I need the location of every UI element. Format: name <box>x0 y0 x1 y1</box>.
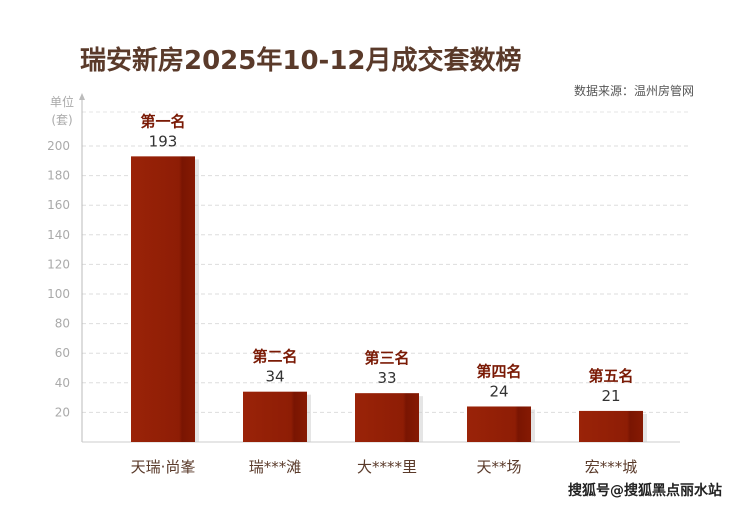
data-label: 24 <box>489 382 508 400</box>
y-tick-label: 120 <box>47 257 70 271</box>
rank-label: 第五名 <box>588 367 633 385</box>
y-tick-label: 160 <box>47 198 70 212</box>
y-tick-label: 20 <box>55 405 70 419</box>
y-tick-label: 200 <box>47 139 70 153</box>
data-label: 34 <box>265 368 284 386</box>
x-tick-label: 瑞***滩 <box>249 458 302 476</box>
data-label: 193 <box>149 132 178 150</box>
bar <box>467 406 531 442</box>
y-axis-unit: (套) <box>51 113 72 127</box>
bar <box>243 391 307 442</box>
y-axis-arrow-icon <box>79 93 85 100</box>
y-tick-label: 140 <box>47 228 70 242</box>
rank-label: 第三名 <box>364 349 409 367</box>
data-label: 21 <box>601 387 620 405</box>
watermark: 搜狐号@搜狐黑点丽水站 <box>568 483 722 499</box>
y-tick-label: 40 <box>55 376 70 390</box>
y-tick-label: 100 <box>47 287 70 301</box>
data-label: 33 <box>377 369 396 387</box>
y-tick-label: 80 <box>55 317 70 331</box>
chart-title: 瑞安新房2025年10-12月成交套数榜 <box>80 46 522 76</box>
bar <box>579 410 643 442</box>
x-tick-label: 天瑞·尚峯 <box>131 458 196 476</box>
y-axis-unit: 单位 <box>50 94 74 109</box>
data-source: 数据来源：温州房管网 <box>573 84 694 98</box>
rank-label: 第四名 <box>476 362 521 380</box>
x-tick-label: 大****里 <box>357 458 417 476</box>
rank-label: 第一名 <box>140 112 185 130</box>
bar <box>131 156 195 443</box>
x-tick-label: 宏***城 <box>585 458 638 476</box>
y-tick-label: 60 <box>55 346 70 360</box>
y-tick-label: 180 <box>47 169 70 183</box>
rank-label: 第二名 <box>252 348 297 366</box>
bar <box>355 393 419 442</box>
x-tick-label: 天**场 <box>476 458 521 476</box>
